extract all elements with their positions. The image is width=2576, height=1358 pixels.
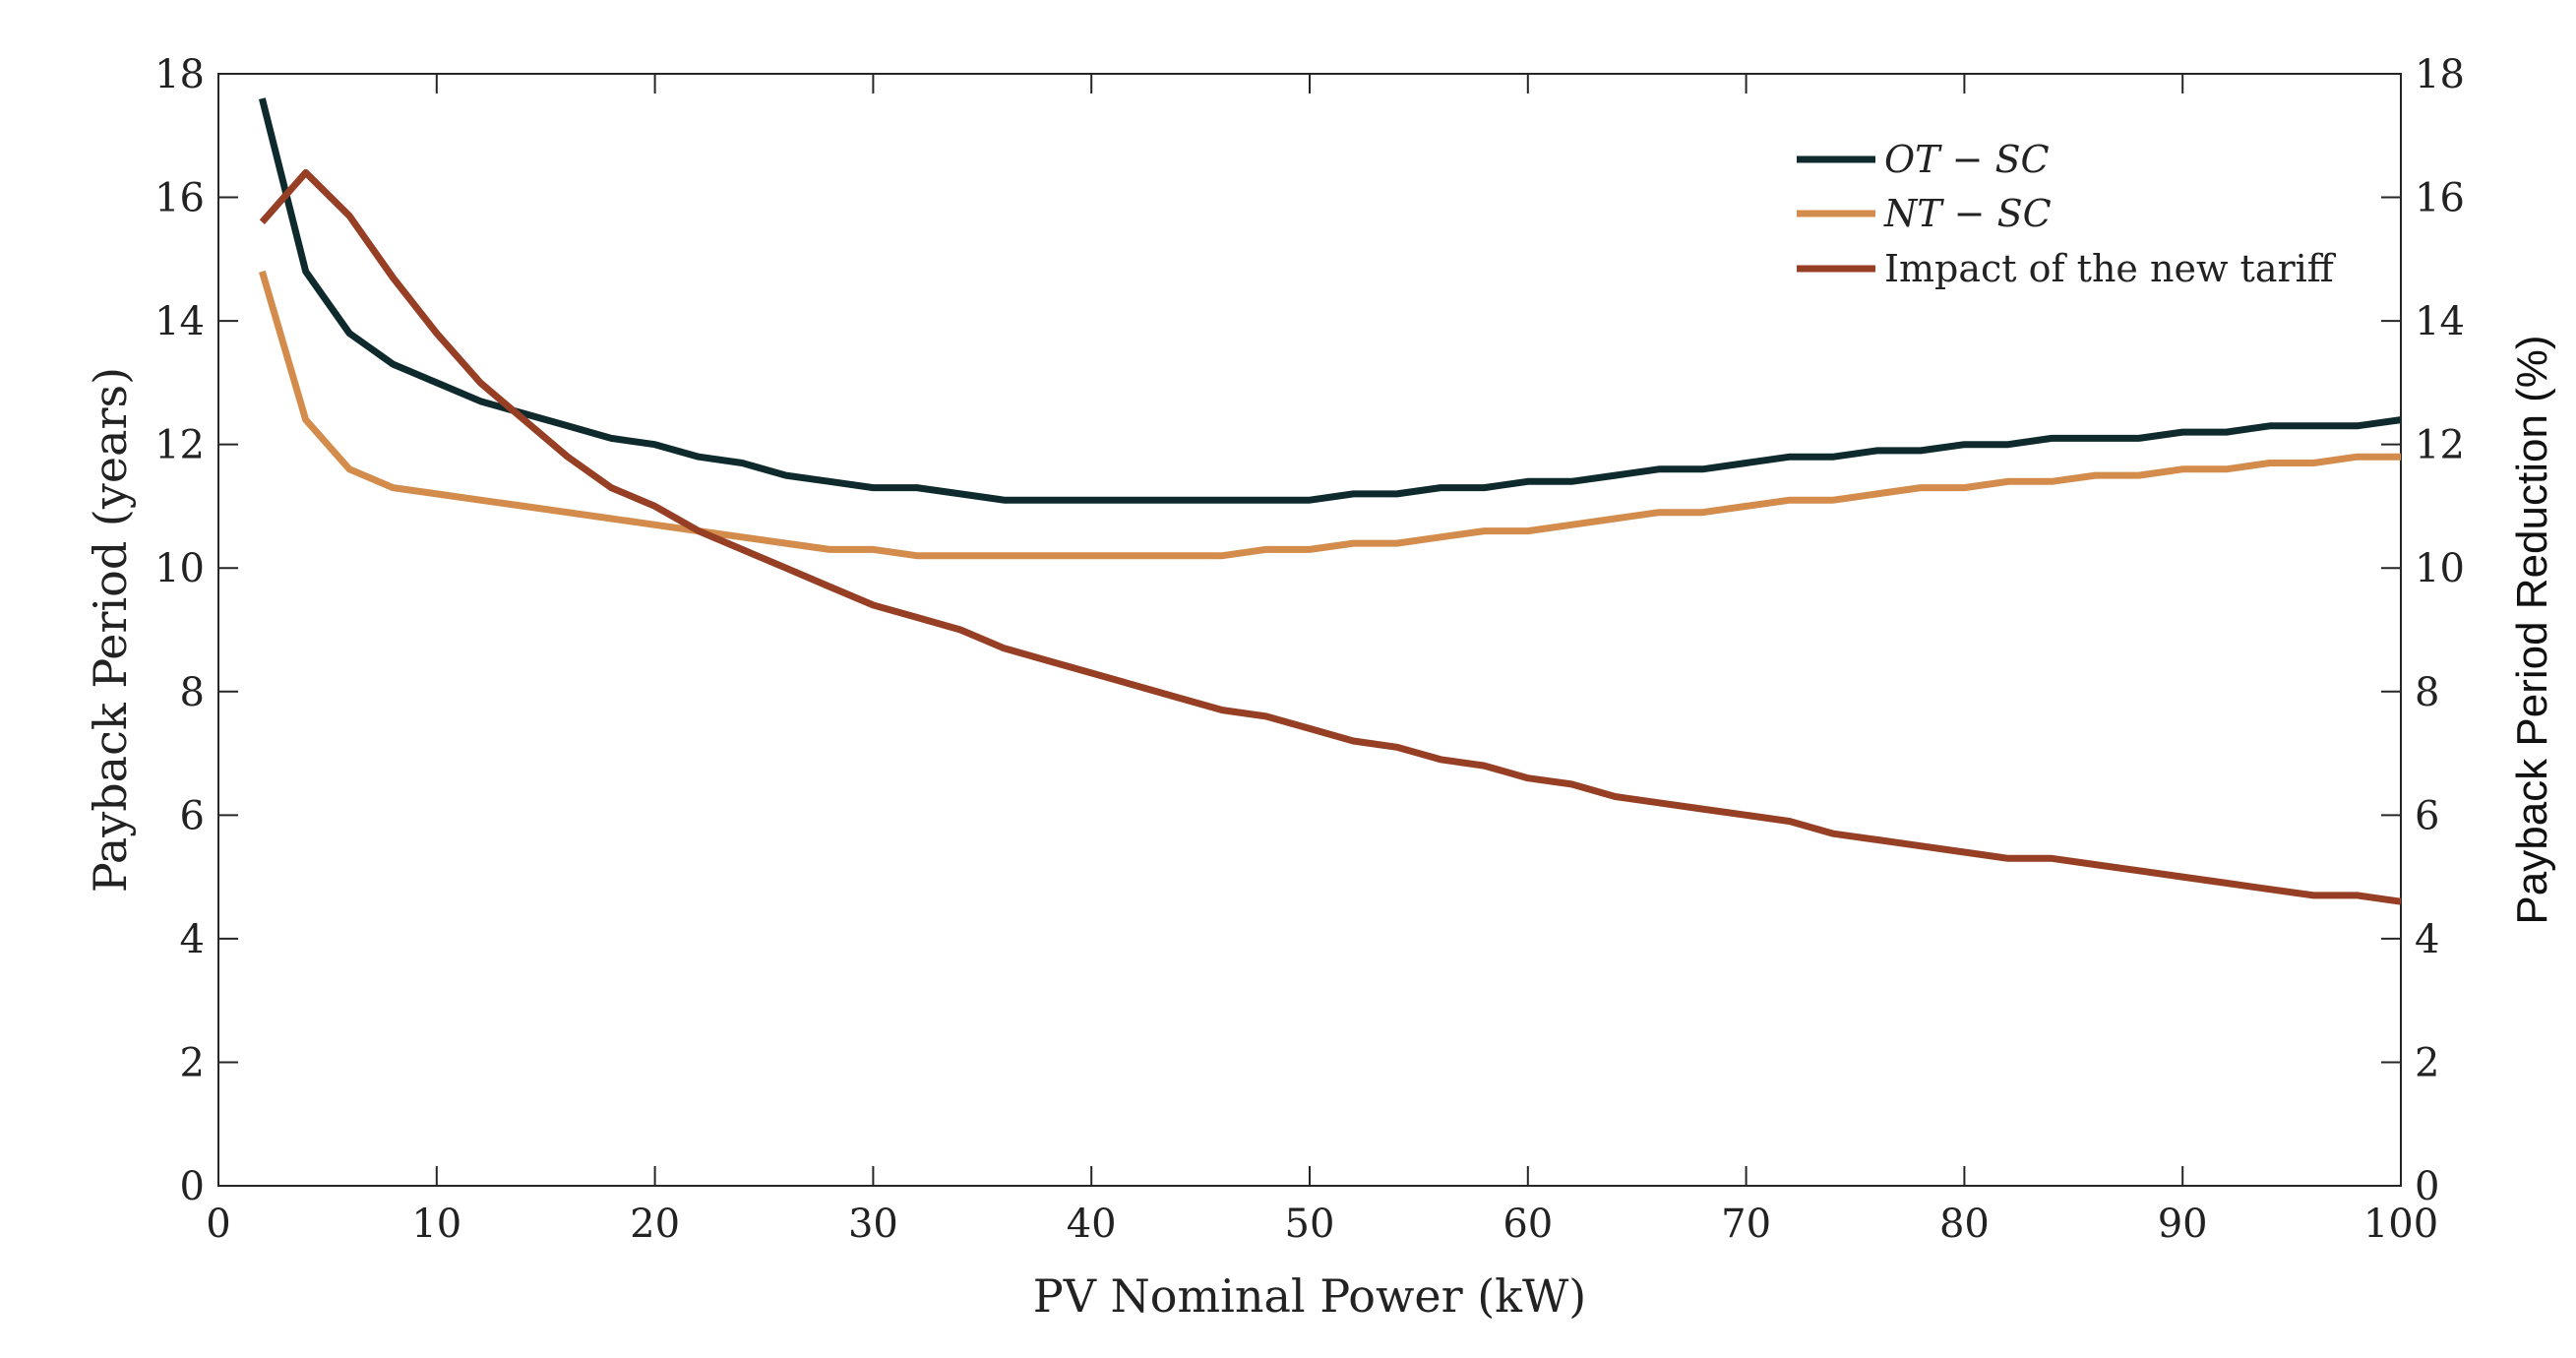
legend-label-ot-sc: OT − SC [1884,138,2050,181]
y-tick-label: 12 [154,423,205,468]
x-tick-label: 10 [411,1202,461,1247]
y-tick-label: 8 [180,670,205,715]
y-tick-label: 4 [180,917,205,962]
y-tick-label: 18 [154,52,205,97]
y2-tick-label: 6 [2415,793,2439,838]
series-line-nt-sc [259,270,2401,560]
y2-tick-label: 10 [2415,546,2465,591]
tick-marks [217,73,2402,1187]
axes-frame [217,73,2402,1187]
y2-tick-label: 14 [2415,299,2465,344]
x-tick-label: 50 [1285,1202,1335,1247]
x-tick-label: 100 [2363,1202,2438,1247]
y-tick-label: 14 [154,299,205,344]
plot-area [259,97,2402,905]
y-tick-label: 16 [154,176,205,221]
x-tick-label: 60 [1503,1202,1553,1247]
y2-axis-title: Payback Period Reduction (%) [2508,335,2556,924]
y2-tick-label: 2 [2415,1040,2439,1085]
y2-tick-label: 18 [2415,52,2465,97]
y2-tick-label: 12 [2415,423,2465,468]
x-tick-label: 0 [206,1202,230,1247]
y-axis-title: Payback Period (years) [84,367,137,893]
x-tick-label: 40 [1067,1202,1117,1247]
legend-label-impact: Impact of the new tariff [1884,247,2337,290]
y2-tick-label: 16 [2415,176,2465,221]
x-tick-label: 20 [630,1202,680,1247]
y-tick-label: 0 [180,1164,205,1209]
x-axis-title: PV Nominal Power (kW) [1033,1269,1587,1323]
legend: OT − SC NT − SC Impact of the new tariff [1797,138,2337,290]
y2-tick-label: 0 [2415,1164,2439,1209]
series-line-impact [259,168,2402,905]
series-line-ot-sc [259,97,2402,504]
y2-tick-label: 4 [2415,917,2439,962]
x-tick-label: 30 [848,1202,898,1247]
plot-frame [217,73,2402,1187]
x-tick-label: 90 [2158,1202,2208,1247]
x-tick-label: 70 [1721,1202,1771,1247]
y-tick-label: 10 [154,546,205,591]
y-tick-label: 6 [180,793,205,838]
tick-labels: 0 10 20 30 40 50 60 70 80 90 100024681012141618024… [154,52,2465,1247]
y-tick-label: 2 [180,1040,205,1085]
x-tick-label: 80 [1939,1202,1990,1247]
legend-label-nt-sc: NT − SC [1883,192,2052,235]
y2-tick-label: 8 [2415,670,2439,715]
